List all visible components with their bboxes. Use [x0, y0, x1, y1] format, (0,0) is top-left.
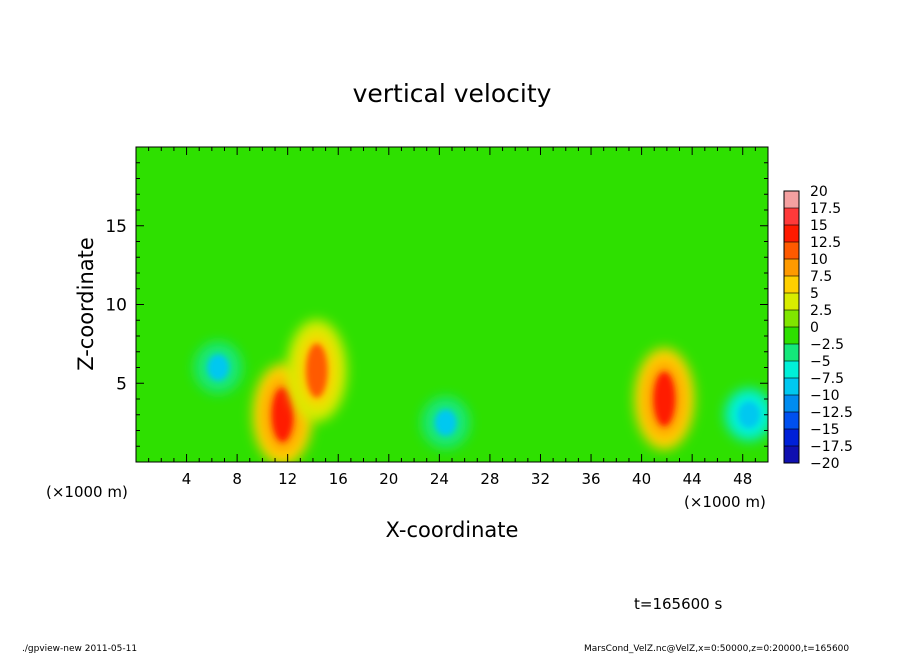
y-tick-label: 5: [116, 374, 127, 394]
x-tick-label: 48: [733, 470, 752, 488]
colorbar-label: −12.5: [810, 405, 853, 421]
x-tick-label: 36: [581, 470, 600, 488]
colorbar-swatch: [784, 446, 799, 464]
x-tick-label: 40: [632, 470, 651, 488]
velocity-field: [194, 319, 768, 462]
colorbar-swatch: [784, 412, 799, 430]
colorbar-label: −10: [810, 388, 840, 404]
colorbar-label: −20: [810, 456, 840, 472]
y-tick-label: 15: [105, 217, 127, 237]
x-axis-ticks: 4 8 12 16 20 24 28 32 36 40 44 48: [148, 147, 756, 488]
field-feature-updraft: [634, 348, 695, 450]
colorbar-label: −2.5: [810, 337, 844, 353]
x-tick-label: 16: [329, 470, 348, 488]
time-label: t=165600 s: [634, 595, 722, 613]
colorbar: 2017.51512.5107.552.50−2.5−5−7.5−10−12.5…: [783, 184, 853, 472]
colorbar-label: 5: [810, 286, 819, 302]
x-axis-label: X-coordinate: [386, 518, 519, 542]
plot-area: [136, 147, 768, 462]
x-unit-label-left: (×1000 m): [46, 483, 128, 501]
y-tick-label: 10: [105, 296, 127, 316]
chart-title: vertical velocity: [353, 79, 552, 108]
colorbar-label: −17.5: [810, 439, 853, 455]
x-tick-label: 32: [531, 470, 550, 488]
colorbar-swatch: [784, 378, 799, 396]
colorbar-swatch: [784, 259, 799, 277]
footer-left: ./gpview-new 2011-05-11: [22, 644, 137, 654]
colorbar-label: −5: [810, 354, 831, 370]
field-feature-updraft: [286, 319, 347, 422]
x-tick-label: 8: [232, 470, 242, 488]
footer-right: MarsCond_VelZ.nc@VelZ,x=0:50000,z=0:2000…: [584, 644, 849, 654]
colorbar-swatch: [784, 310, 799, 328]
colorbar-label: 20: [810, 184, 828, 200]
field-feature-downdraft: [194, 341, 243, 394]
colorbar-label: −7.5: [810, 371, 844, 387]
colorbar-label: 7.5: [810, 269, 832, 285]
colorbar-label: 17.5: [810, 201, 841, 217]
colorbar-label: 10: [810, 252, 828, 268]
colorbar-swatch: [784, 293, 799, 311]
x-tick-label: 4: [182, 470, 192, 488]
colorbar-swatch: [784, 225, 799, 243]
colorbar-label: 2.5: [810, 303, 832, 319]
colorbar-swatch: [784, 327, 799, 345]
x-tick-label: 28: [480, 470, 499, 488]
colorbar-label: 0: [810, 320, 819, 336]
colorbar-swatch: [784, 276, 799, 294]
x-tick-label: 20: [379, 470, 398, 488]
field-feature-downdraft: [421, 396, 470, 449]
x-tick-label: 44: [683, 470, 702, 488]
colorbar-label: −15: [810, 422, 840, 438]
colorbar-label: 12.5: [810, 235, 841, 251]
x-unit-label-right: (×1000 m): [684, 493, 766, 511]
x-tick-label: 24: [430, 470, 449, 488]
colorbar-swatch: [784, 242, 799, 260]
colorbar-swatch: [784, 361, 799, 379]
colorbar-swatch: [784, 344, 799, 362]
y-axis-label: Z-coordinate: [74, 237, 98, 371]
colorbar-swatch: [784, 208, 799, 226]
colorbar-swatch: [784, 191, 799, 209]
y-axis-ticks: 5 10 15: [105, 162, 768, 447]
field-feature-downdraft: [725, 388, 768, 441]
x-tick-label: 12: [278, 470, 297, 488]
colorbar-label: 15: [810, 218, 828, 234]
colorbar-swatch: [784, 429, 799, 447]
colorbar-swatch: [784, 395, 799, 413]
